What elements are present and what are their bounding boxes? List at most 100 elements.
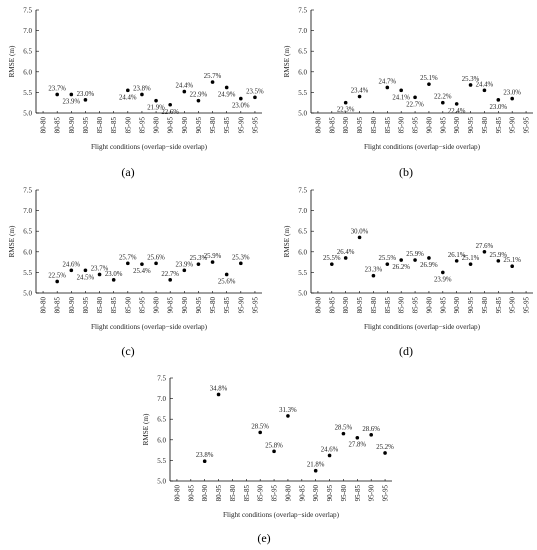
y-tick-label: 7.0 <box>157 395 166 403</box>
x-tick-label: 80-85 <box>328 117 336 134</box>
x-tick-label: 95-95 <box>251 117 259 134</box>
x-tick-label: 80-90 <box>68 117 76 134</box>
data-point <box>357 94 362 99</box>
y-tick-label: 6.5 <box>157 416 166 424</box>
y-tick-label: 5.5 <box>23 89 32 97</box>
data-point <box>111 278 116 282</box>
y-axis-title: RMSE (m) <box>283 225 291 257</box>
data-label: 25.7% <box>119 254 137 261</box>
data-label: 25.5% <box>323 255 341 262</box>
y-tick-label: 5.0 <box>23 110 32 118</box>
data-label: 22.4% <box>448 108 466 115</box>
x-tick-label: 90-85 <box>439 297 447 314</box>
x-tick-label: 95-90 <box>237 117 245 134</box>
x-tick-label: 95-80 <box>340 485 348 502</box>
x-tick-label: 90-80 <box>153 297 161 314</box>
data-label: 23.0% <box>232 103 250 110</box>
x-tick-label: 80-95 <box>82 297 90 314</box>
x-tick-label: 80-85 <box>328 297 336 314</box>
data-label: 22.9% <box>190 92 208 99</box>
data-point <box>272 449 276 454</box>
data-point <box>224 85 229 90</box>
y-tick-label: 5.5 <box>298 89 307 97</box>
data-point <box>83 98 88 102</box>
chart-panel-4: 5.0 5.5 6.0 6.5 7.0 7.5 80-80 80-85 80-90 80-95 85… <box>142 375 394 546</box>
x-tick-label: 95-90 <box>237 297 245 314</box>
data-label: 25.7% <box>204 73 222 80</box>
data-point <box>496 98 501 102</box>
x-tick-label: 85-90 <box>124 297 132 314</box>
data-point <box>126 261 130 266</box>
y-tick-label: 7.5 <box>23 187 32 195</box>
data-label: 26.4% <box>337 249 355 256</box>
x-tick-label: 90-85 <box>167 117 175 134</box>
x-tick-label: 90-95 <box>195 297 203 314</box>
panel-caption: (b) <box>399 165 413 179</box>
data-point <box>510 264 514 269</box>
data-label: 23.4% <box>351 88 369 95</box>
data-label: 28.5% <box>335 425 353 432</box>
x-tick-label: 95-90 <box>509 117 517 134</box>
data-label: 25.5% <box>379 255 397 262</box>
data-point <box>154 98 158 103</box>
x-tick-label: 90-85 <box>167 297 175 314</box>
y-tick-label: 6.0 <box>23 68 32 76</box>
data-label: 25.4% <box>133 268 151 275</box>
y-tick-label: 7.0 <box>23 207 32 215</box>
data-label: 23.0% <box>77 91 95 98</box>
x-tick-label: 85-80 <box>96 117 104 134</box>
data-label: 21.8% <box>307 462 325 469</box>
data-label: 25.1% <box>503 257 521 264</box>
x-tick-label: 80-85 <box>54 117 62 134</box>
y-axis-title: RMSE (m) <box>8 225 16 257</box>
data-label: 23.5% <box>246 88 264 95</box>
data-point <box>441 100 445 105</box>
data-point <box>413 95 417 100</box>
x-tick-label: 85-85 <box>384 117 392 134</box>
x-tick-label: 85-95 <box>138 117 146 134</box>
data-label: 31.3% <box>279 407 297 414</box>
data-point <box>210 260 215 264</box>
data-label: 25.3% <box>462 76 480 83</box>
x-tick-label: 95-85 <box>354 485 362 502</box>
x-tick-label: 85-85 <box>243 485 251 502</box>
x-tick-label: 90-90 <box>453 117 461 134</box>
data-label: 22.2% <box>434 94 452 101</box>
x-tick-label: 80-80 <box>40 117 48 134</box>
y-tick-label: 6.5 <box>23 48 32 56</box>
chart-panel-2: 5.0 5.5 6.0 6.5 7.0 7.5 80-80 80-85 80-90 80-95 85… <box>8 187 262 358</box>
x-tick-label: 95-85 <box>495 297 503 314</box>
y-tick-label: 6.5 <box>298 48 307 56</box>
y-tick-label: 5.0 <box>23 290 32 298</box>
panel-caption: (c) <box>121 344 134 358</box>
y-tick-label: 6.5 <box>23 228 32 236</box>
x-tick-label: 85-85 <box>384 297 392 314</box>
x-tick-label: 80-95 <box>356 297 364 314</box>
data-label: 24.4% <box>476 81 494 88</box>
data-point <box>383 451 387 455</box>
data-point <box>482 88 487 93</box>
data-point <box>168 278 172 282</box>
x-tick-label: 85-90 <box>398 117 406 134</box>
x-tick-label: 90-95 <box>467 117 475 134</box>
data-point <box>496 259 501 263</box>
x-tick-label: 95-85 <box>495 117 503 134</box>
data-label: 23.9% <box>434 276 452 283</box>
data-point <box>224 272 229 277</box>
x-tick-label: 80-80 <box>314 297 322 314</box>
data-point <box>210 80 215 84</box>
x-tick-label: 80-80 <box>40 297 48 314</box>
y-tick-label: 6.5 <box>298 228 307 236</box>
x-tick-label: 90-90 <box>453 297 461 314</box>
data-point <box>182 268 187 273</box>
x-tick-label: 85-95 <box>412 117 420 134</box>
panel-caption: (a) <box>121 165 134 179</box>
x-tick-label: 80-90 <box>201 485 209 502</box>
x-tick-label: 90-80 <box>284 485 292 502</box>
data-label: 25.9% <box>490 252 508 259</box>
data-point <box>202 459 207 464</box>
data-point <box>55 92 59 97</box>
data-point <box>369 433 373 437</box>
x-tick-label: 90-85 <box>298 485 306 502</box>
data-label: 21.9% <box>147 105 165 112</box>
